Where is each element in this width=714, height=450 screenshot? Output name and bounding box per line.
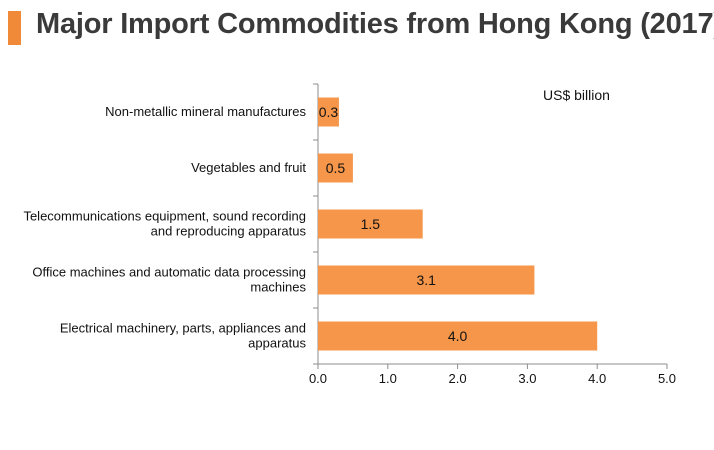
- category-label-line: Electrical machinery, parts, appliances …: [60, 321, 306, 336]
- bar-value-label: 3.1: [416, 272, 436, 288]
- category-label: Vegetables and fruit: [191, 160, 306, 175]
- category-label: Non-metallic mineral manufactures: [105, 104, 306, 119]
- category-label-line: Telecommunications equipment, sound reco…: [23, 209, 306, 224]
- category-label: Telecommunications equipment, sound reco…: [23, 209, 306, 239]
- bar-value-label: 1.5: [361, 216, 381, 232]
- x-tick-label: 2.0: [449, 371, 467, 386]
- bar: [318, 209, 423, 239]
- x-tick-label: 1.0: [379, 371, 397, 386]
- category-label-line: Vegetables and fruit: [191, 160, 306, 175]
- x-tick-label: 4.0: [588, 371, 606, 386]
- title-accent-bar: [8, 11, 21, 45]
- category-label-line: apparatus: [248, 336, 306, 351]
- bar: [318, 97, 339, 127]
- bar: [318, 265, 535, 295]
- category-label-line: machines: [250, 280, 306, 295]
- category-label-line: Office machines and automatic data proce…: [32, 265, 306, 280]
- bar: [318, 321, 598, 351]
- category-label: Office machines and automatic data proce…: [32, 265, 306, 295]
- category-label-line: Non-metallic mineral manufactures: [105, 104, 306, 119]
- category-label-line: and reproducing apparatus: [151, 224, 307, 239]
- x-tick-label: 3.0: [518, 371, 536, 386]
- bar-value-label: 0.3: [319, 104, 339, 120]
- bar: [318, 153, 353, 183]
- x-tick-label: 5.0: [658, 371, 676, 386]
- chart-title: Major Import Commodities from Hong Kong …: [36, 8, 714, 40]
- bar-value-label: 0.5: [326, 160, 346, 176]
- bar-value-label: 4.0: [448, 328, 468, 344]
- category-label: Electrical machinery, parts, appliances …: [60, 321, 307, 351]
- x-tick-label: 0.0: [309, 371, 327, 386]
- unit-label: US$ billion: [543, 87, 610, 103]
